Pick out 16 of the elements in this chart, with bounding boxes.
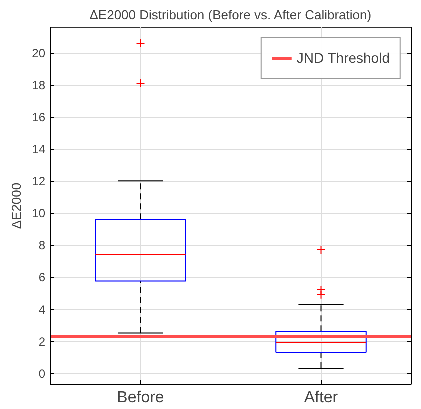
y-tick-label: 10 [32, 206, 46, 221]
y-axis-title: ΔE2000 [9, 182, 24, 230]
y-tick-label: 20 [32, 46, 46, 61]
y-tick-label: 6 [38, 270, 46, 285]
y-tick-label: 18 [32, 78, 46, 93]
y-tick-label: 16 [32, 110, 46, 125]
chart-title: ΔE2000 Distribution (Before vs. After Calibration) [90, 8, 372, 22]
y-tick-label: 4 [38, 302, 46, 317]
y-tick-label: 2 [38, 334, 46, 349]
y-tick-label: 14 [32, 142, 46, 157]
y-tick-label: 0 [38, 366, 46, 381]
x-tick-label: Before [117, 390, 164, 406]
y-tick-label: 12 [32, 174, 46, 189]
y-tick-label: 8 [38, 238, 46, 253]
x-tick-label: After [304, 390, 339, 406]
legend-label: JND Threshold [296, 50, 390, 66]
